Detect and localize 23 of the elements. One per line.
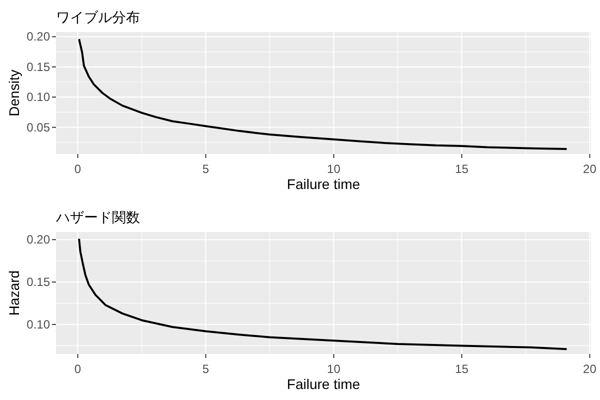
x-tick-label: 0 xyxy=(74,162,82,176)
x-tick-label: 20 xyxy=(583,162,597,176)
x-tick-label: 5 xyxy=(202,362,210,376)
x-tick-label: 10 xyxy=(327,362,341,376)
x-tick-label: 15 xyxy=(455,162,469,176)
y-tick-label: 0.10 xyxy=(26,317,50,332)
chart-title: ワイブル分布 xyxy=(56,9,140,25)
x-tick-label: 20 xyxy=(583,362,597,376)
y-tick-label: 0.15 xyxy=(26,275,50,290)
y-tick-label: 0.20 xyxy=(26,232,50,247)
x-axis-title: Failure time xyxy=(286,176,360,192)
y-tick-label: 0.05 xyxy=(26,120,50,134)
y-tick-label: 0.10 xyxy=(26,90,50,104)
x-tick-label: 15 xyxy=(455,362,469,376)
x-axis-title: Failure time xyxy=(286,376,360,392)
chart-title: ハザード関数 xyxy=(55,209,140,225)
y-tick-label: 0.15 xyxy=(26,60,50,74)
x-tick-label: 5 xyxy=(202,162,210,176)
y-axis-title: Density xyxy=(6,70,22,116)
x-tick-label: 10 xyxy=(327,162,341,176)
y-axis-title: Hazard xyxy=(6,270,22,316)
y-tick-label: 0.20 xyxy=(26,30,50,44)
x-tick-label: 0 xyxy=(74,362,82,376)
